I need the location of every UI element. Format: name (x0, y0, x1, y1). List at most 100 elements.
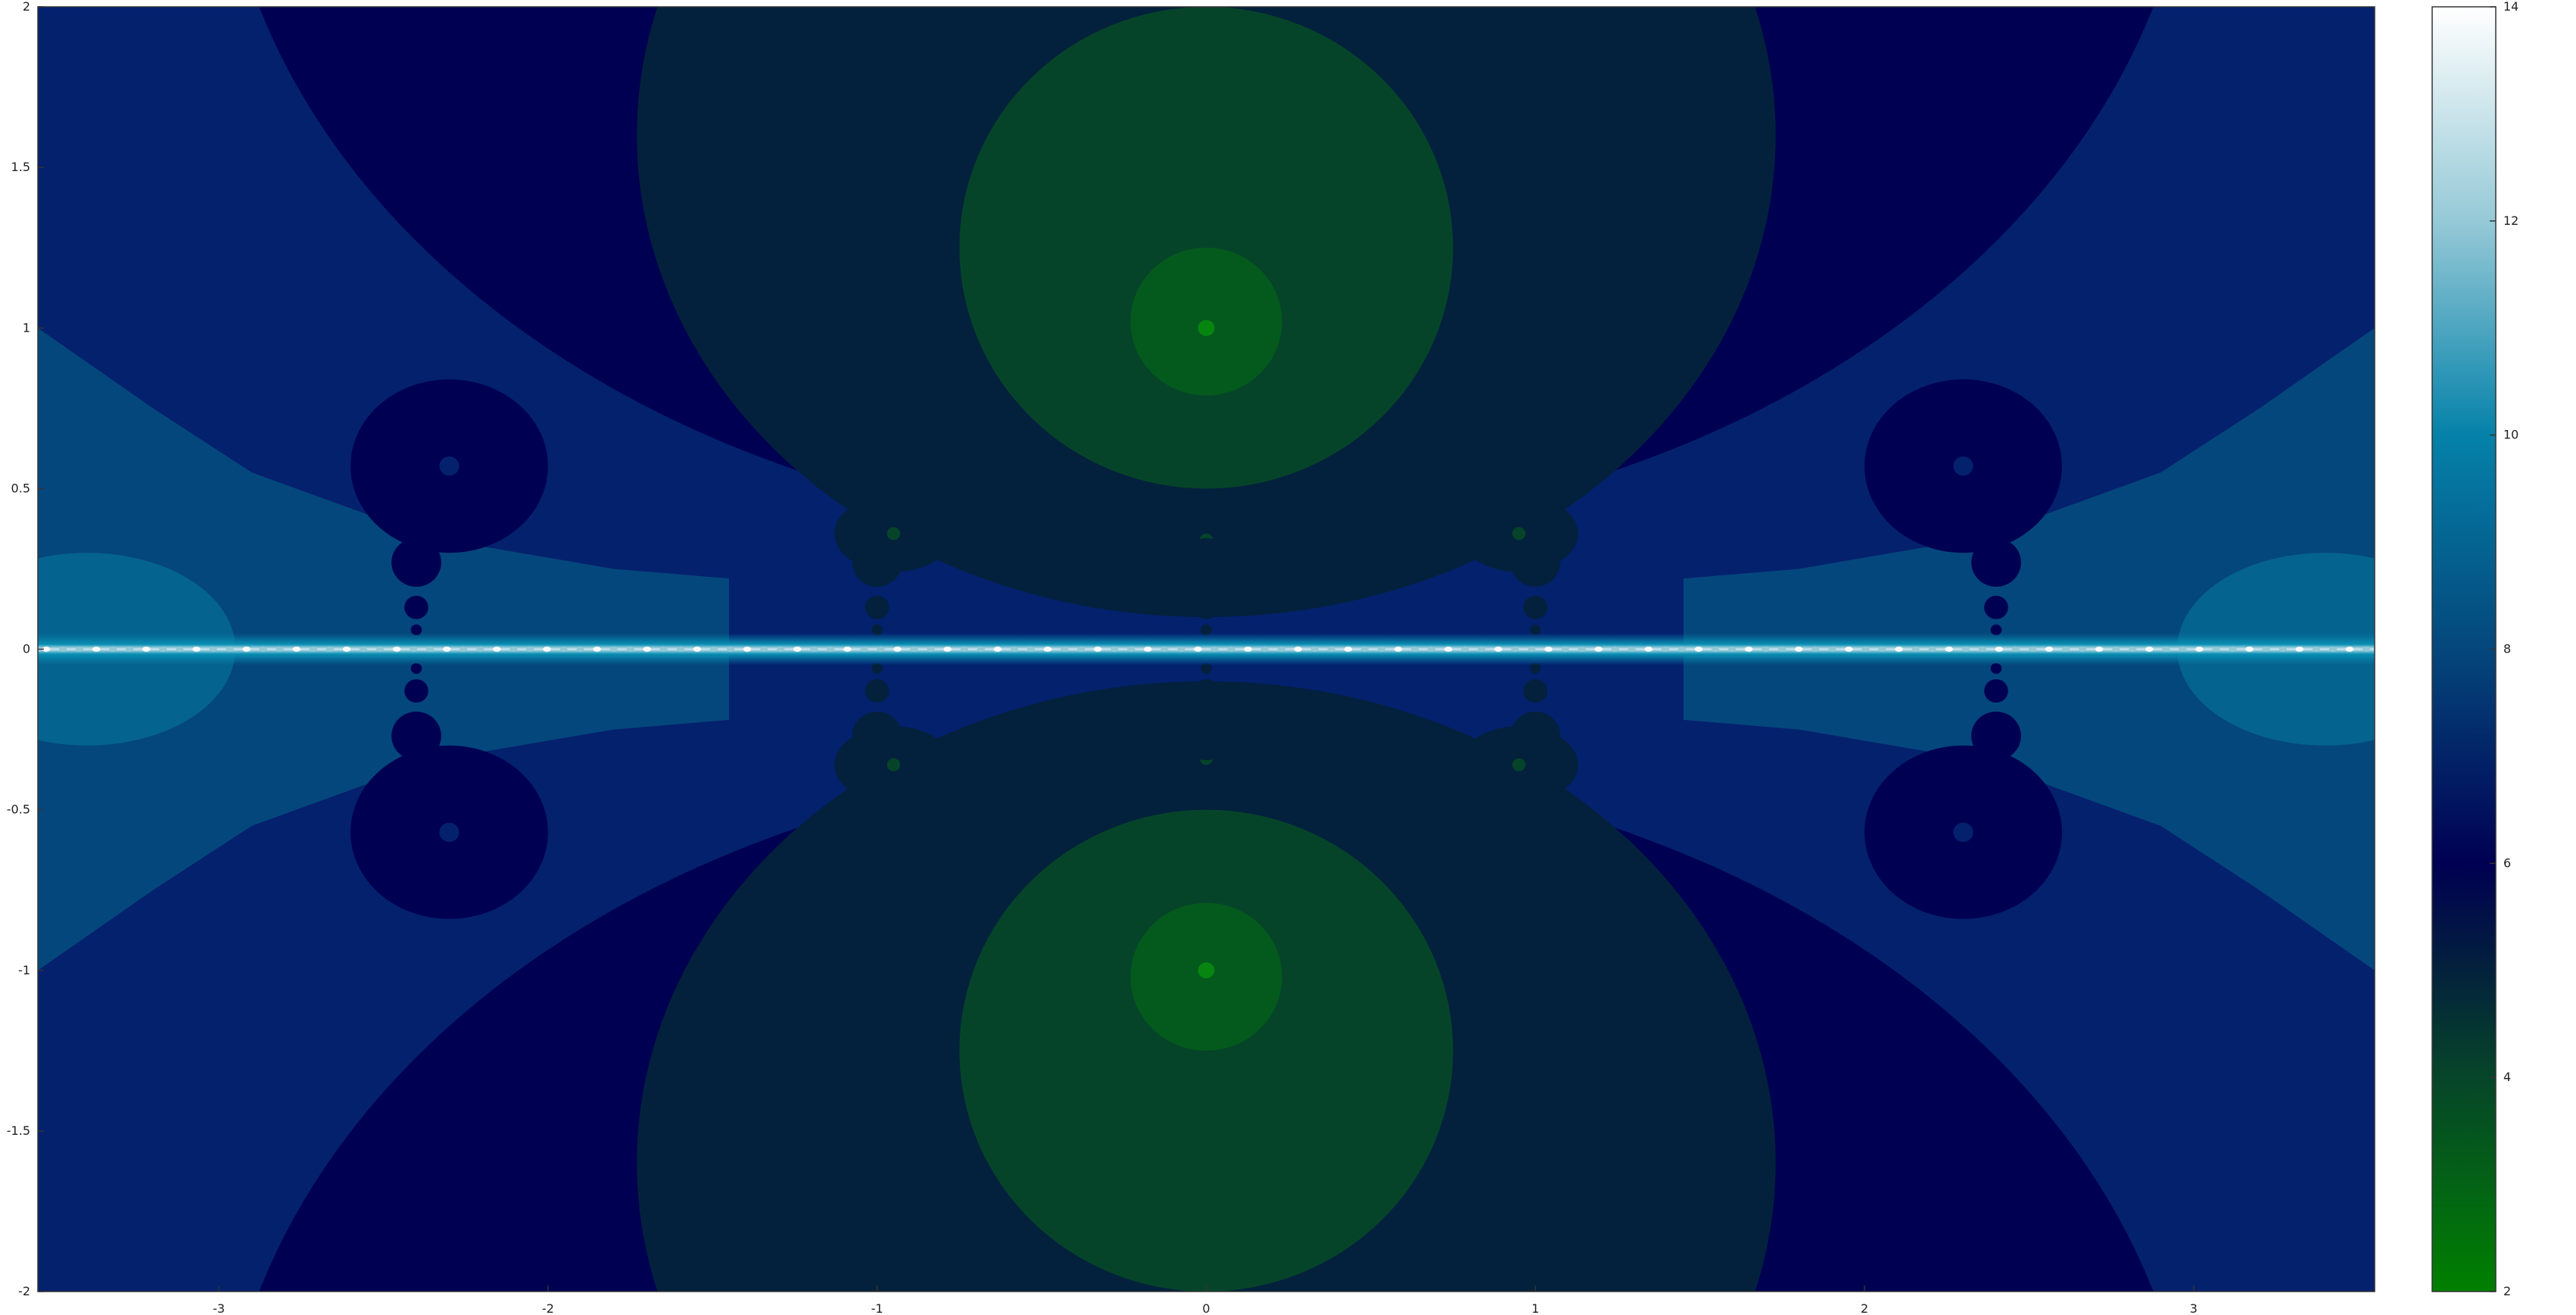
colorbar-axis: 14 12 10 8 6 4 2 (2490, 0, 2518, 1298)
spine-spot-113 (1928, 647, 1936, 652)
spine-spot-58 (1010, 647, 1019, 652)
spine-spot-91 (1561, 647, 1569, 652)
bead-2-3 (871, 662, 883, 675)
bead-1-1 (1984, 595, 2008, 619)
spine-spot-116 (1978, 647, 1987, 652)
spine-spot-1 (58, 647, 67, 652)
spine-spot-114 (1945, 647, 1953, 652)
spine-spot-99 (1694, 647, 1703, 652)
spine-spot-135 (2295, 647, 2303, 652)
spine-spot-50 (877, 647, 885, 652)
bead-0-2 (410, 624, 422, 636)
spine-spot-17 (326, 647, 335, 652)
spine-spot-4 (109, 647, 117, 652)
spine-spot-115 (1961, 647, 1970, 652)
spine-spot-26 (476, 647, 484, 652)
spine-spot-75 (1294, 647, 1302, 652)
spine-spot-67 (1160, 647, 1169, 652)
colorbar-tick-label-6: 2 (2503, 1284, 2511, 1298)
spine-spot-71 (1227, 647, 1235, 652)
spine-spot-10 (209, 647, 217, 652)
spine-spot-24 (443, 647, 451, 652)
small-lens-core-3 (1512, 758, 1526, 771)
spine-spot-104 (1778, 647, 1786, 652)
spine-spot-60 (1043, 647, 1052, 652)
spine-spot-62 (1076, 647, 1086, 652)
spine-spot-87 (1494, 647, 1503, 652)
bead-3-3 (1529, 662, 1541, 675)
spine-spot-109 (1861, 647, 1870, 652)
y-tick-label-7: -1.5 (7, 1123, 30, 1138)
spine-spot-57 (993, 647, 1002, 652)
spine-spot-61 (1060, 647, 1069, 652)
spine-spot-125 (2129, 647, 2137, 652)
y-tick-label-8: -2 (18, 1284, 30, 1298)
bead-4-3 (1201, 662, 1212, 675)
spine-spot-123 (2095, 647, 2104, 652)
y-tick-label-0: 2 (23, 0, 30, 14)
spine-spot-138 (2345, 647, 2354, 652)
spine-spot-77 (1327, 647, 1336, 652)
spine-spot-21 (392, 647, 401, 652)
spine-spot-22 (409, 647, 418, 652)
lens-core-1 (439, 822, 459, 843)
spine-spot-18 (342, 647, 351, 652)
x-tick-label-3: 0 (1202, 1301, 1210, 1315)
spine-spot-80 (1377, 647, 1386, 652)
colorbar-tick-label-5: 4 (2503, 1070, 2511, 1084)
small-lens-core-0 (886, 527, 901, 541)
bead-0-3 (410, 662, 422, 675)
spine-spot-51 (893, 647, 902, 652)
y-tick-label-2: 1 (23, 320, 30, 335)
spine-spot-112 (1911, 647, 1920, 652)
spine-spot-129 (2195, 647, 2204, 652)
spine-spot-95 (1628, 647, 1636, 652)
bead-1-0 (1971, 538, 2021, 587)
spine-spot-132 (2245, 647, 2254, 652)
spine-spot-14 (276, 647, 284, 652)
spine-spot-107 (1828, 647, 1836, 652)
spine-spot-20 (375, 647, 385, 652)
spine-spot-88 (1511, 647, 1519, 652)
axis-spine (38, 633, 2375, 665)
bead-3-5 (1510, 711, 1561, 761)
spine-spot-98 (1677, 647, 1687, 652)
spine-spot-84 (1444, 647, 1453, 652)
y-tick-label-3: 0.5 (11, 481, 30, 495)
spine-spot-2 (75, 647, 84, 652)
bead-3-1 (1523, 595, 1548, 619)
spine-spot-29 (526, 647, 534, 652)
bead-2-4 (864, 679, 889, 703)
disc-outer-top (959, 7, 1453, 489)
spine-spot-69 (1194, 647, 1202, 652)
colorbar-tick-label-3: 8 (2503, 642, 2511, 656)
bead-0-5 (391, 711, 441, 761)
spine-spot-54 (943, 647, 952, 652)
spine-spot-36 (643, 647, 652, 652)
spine-spot-89 (1528, 647, 1536, 652)
bead-4-2 (1201, 624, 1212, 636)
spine-spot-101 (1727, 647, 1737, 652)
bead-3-4 (1523, 679, 1548, 703)
spine-spot-73 (1260, 647, 1269, 652)
spine-spot-45 (793, 647, 802, 652)
spine-spot-16 (309, 647, 318, 652)
spine-spot-55 (960, 647, 968, 652)
spine-spot-46 (810, 647, 818, 652)
spine-spot-33 (593, 647, 601, 652)
spine-spot-34 (609, 647, 618, 652)
x-tick-label-2: -1 (871, 1301, 883, 1315)
spine-spot-39 (693, 647, 702, 652)
x-axis: -3 -2 -1 0 1 2 3 (213, 1285, 2198, 1315)
spine-spot-23 (425, 647, 435, 652)
y-tick-label-1: 1.5 (11, 160, 30, 174)
bead-1-3 (1990, 662, 2002, 675)
spine-spot-137 (2328, 647, 2338, 652)
spine-spot-30 (543, 647, 551, 652)
bead-2-1 (864, 595, 889, 619)
spine-spot-76 (1310, 647, 1319, 652)
spine-spot-12 (242, 647, 251, 652)
spine-spot-5 (126, 647, 134, 652)
spine-spot-35 (626, 647, 634, 652)
